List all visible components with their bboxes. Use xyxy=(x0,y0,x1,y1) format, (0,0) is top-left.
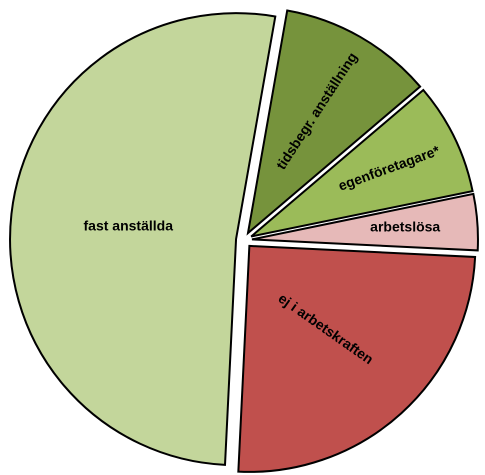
pie-slice xyxy=(237,244,477,473)
slice-label: arbetslösa xyxy=(370,218,440,234)
slice-label: fast anställda xyxy=(84,218,174,234)
pie-slice xyxy=(246,9,422,236)
pie-slice xyxy=(9,12,277,466)
pie-slice xyxy=(251,192,479,252)
pie-slice xyxy=(250,88,474,238)
